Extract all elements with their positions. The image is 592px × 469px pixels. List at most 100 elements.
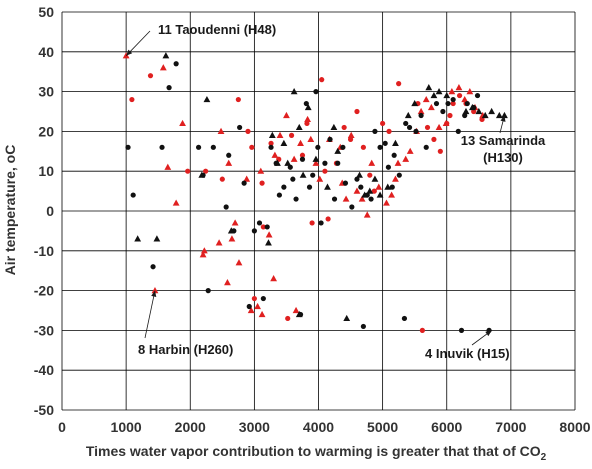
data-point xyxy=(331,196,338,202)
data-point xyxy=(251,295,257,302)
annotation-label: 11 Taoudenni (H48) xyxy=(158,22,276,37)
data-point xyxy=(260,295,266,302)
data-point xyxy=(312,159,320,166)
data-point xyxy=(227,227,235,234)
data-point xyxy=(285,315,291,322)
data-point xyxy=(299,171,307,178)
data-point xyxy=(304,115,311,123)
y-tick-label: -20 xyxy=(34,283,54,299)
data-point xyxy=(347,136,354,142)
data-point xyxy=(445,100,451,107)
data-point xyxy=(356,171,363,178)
data-point xyxy=(306,184,313,190)
data-point xyxy=(322,160,328,166)
data-point xyxy=(265,239,272,246)
data-point xyxy=(200,247,208,254)
data-point xyxy=(430,91,438,99)
data-point xyxy=(342,180,349,186)
data-point xyxy=(422,95,430,103)
data-point xyxy=(389,184,395,190)
data-point xyxy=(130,192,136,198)
data-point xyxy=(297,139,304,146)
data-point xyxy=(166,85,172,91)
data-point xyxy=(396,172,402,178)
data-point xyxy=(325,216,331,222)
y-tick-label: -50 xyxy=(34,402,54,418)
data-point xyxy=(367,172,373,178)
data-point xyxy=(481,111,489,119)
y-tick-label: 40 xyxy=(38,44,54,60)
data-point xyxy=(342,195,350,202)
data-point xyxy=(304,120,310,127)
data-point xyxy=(375,183,383,190)
data-point xyxy=(290,176,296,182)
data-point xyxy=(225,159,233,166)
x-tick-label: 5000 xyxy=(367,419,398,435)
data-point xyxy=(353,187,361,194)
annotation-label: 13 Samarinda (H130) xyxy=(461,133,546,165)
data-point xyxy=(371,188,377,194)
annotation-label: 4 Inuvik (H15) xyxy=(425,346,510,361)
data-point xyxy=(406,147,414,154)
data-point xyxy=(299,152,306,158)
data-point xyxy=(231,219,239,226)
data-point xyxy=(129,96,135,103)
annotation-arrowhead xyxy=(126,49,133,56)
data-point xyxy=(173,61,179,67)
data-point xyxy=(265,231,273,238)
data-point xyxy=(447,112,453,119)
data-point xyxy=(241,180,247,186)
data-point xyxy=(368,196,374,202)
data-point xyxy=(203,95,211,103)
data-point xyxy=(347,131,355,138)
data-point xyxy=(258,310,266,318)
data-point xyxy=(324,183,331,190)
data-point xyxy=(256,220,263,226)
data-point xyxy=(388,191,396,198)
data-point xyxy=(219,176,225,182)
annotation-line: 13 Samarinda xyxy=(461,133,546,148)
y-axis-title: Air temperature, oC xyxy=(2,145,18,276)
data-point xyxy=(322,168,328,174)
data-point xyxy=(288,132,295,138)
data-point xyxy=(295,310,303,318)
data-point xyxy=(303,100,309,107)
data-point xyxy=(153,235,161,242)
y-tick-label: -30 xyxy=(34,322,54,338)
data-point xyxy=(495,111,503,119)
data-point xyxy=(461,95,469,103)
data-point xyxy=(245,128,251,134)
data-point xyxy=(292,306,300,314)
data-point xyxy=(440,108,446,115)
data-point xyxy=(316,175,324,182)
data-point xyxy=(377,144,383,150)
data-point xyxy=(488,107,496,115)
x-tick-label: 3000 xyxy=(239,419,270,435)
data-point xyxy=(475,107,483,115)
data-point xyxy=(363,211,371,218)
data-point xyxy=(354,176,360,182)
data-point xyxy=(442,119,450,127)
data-point xyxy=(462,112,468,119)
data-point xyxy=(443,91,451,99)
x-tick-label: 7000 xyxy=(495,419,526,435)
data-point xyxy=(501,111,508,119)
data-point xyxy=(413,128,419,134)
data-point xyxy=(274,159,281,166)
tick-labels: 0 1000 2000 3000 4000 5000 6000 7000 8000 -50 -40 -… xyxy=(34,4,591,435)
data-point xyxy=(319,77,325,83)
data-point xyxy=(159,144,165,150)
data-point xyxy=(246,303,252,310)
annotations: 11 Taoudenni (H48) 13 Samarinda (H130) 8 Ha… xyxy=(125,22,546,361)
data-point xyxy=(383,199,390,206)
data-point xyxy=(271,151,279,158)
data-point xyxy=(343,314,351,322)
data-point xyxy=(341,124,347,131)
annotation-line: 11 Taoudenni (H48) xyxy=(158,22,276,37)
data-point xyxy=(435,123,443,131)
data-point xyxy=(150,264,156,270)
data-point xyxy=(366,187,374,194)
data-point xyxy=(295,123,303,131)
data-point xyxy=(479,116,485,123)
